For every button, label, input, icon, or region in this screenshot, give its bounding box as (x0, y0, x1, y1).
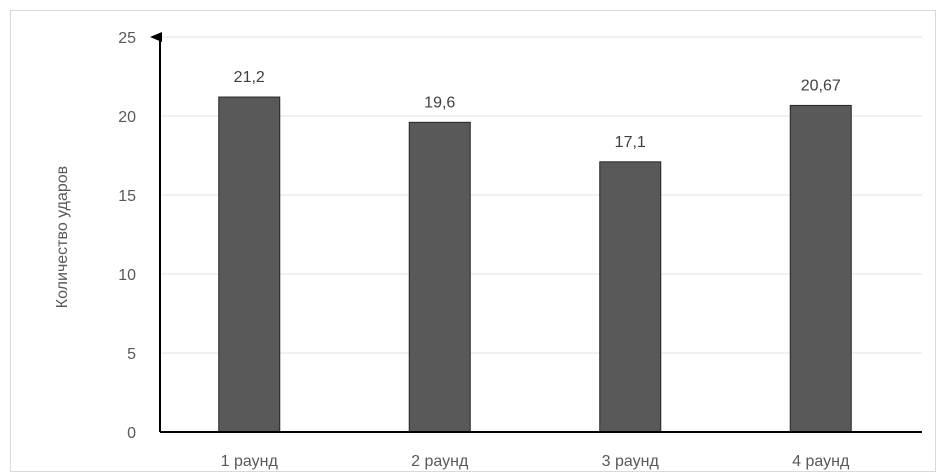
data-label: 21,2 (234, 69, 265, 86)
y-tick-label: 25 (118, 30, 136, 47)
y-tick-labels: 0 5 10 15 20 25 (118, 30, 136, 442)
x-tick-label: 4 раунд (792, 453, 850, 470)
bar (408, 121, 471, 433)
data-label: 20,67 (801, 77, 841, 94)
y-tick-label: 0 (127, 425, 136, 442)
y-tick-label: 20 (118, 109, 136, 126)
axes (150, 32, 922, 433)
bar (789, 104, 852, 433)
chart-frame (10, 10, 936, 472)
data-label: 17,1 (615, 134, 646, 151)
bars (218, 96, 852, 433)
y-tick-label: 5 (127, 346, 136, 363)
x-tick-label: 1 раунд (221, 453, 279, 470)
x-tick-label: 2 раунд (411, 453, 469, 470)
data-labels: 21,2 19,6 17,1 20,67 (234, 69, 841, 151)
y-axis-title: Количество ударов (54, 166, 71, 308)
y-tick-label: 10 (118, 267, 136, 284)
x-tick-labels: 1 раунд 2 раунд 3 раунд 4 раунд (221, 453, 850, 470)
data-label: 19,6 (424, 94, 455, 111)
x-tick-label: 3 раунд (602, 453, 660, 470)
bar (218, 96, 281, 433)
bar (599, 161, 662, 433)
y-tick-label: 15 (118, 188, 136, 205)
